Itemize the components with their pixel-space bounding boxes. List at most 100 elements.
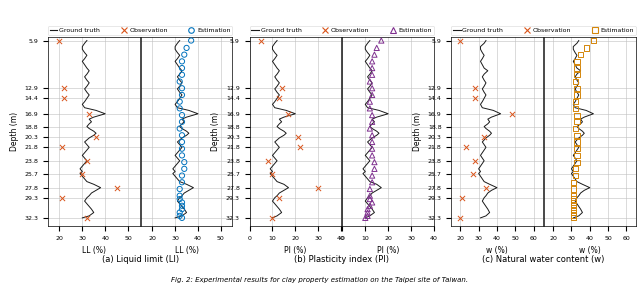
Legend: Ground truth, Observation, Estimation: Ground truth, Observation, Estimation <box>451 26 636 35</box>
Point <box>177 120 187 124</box>
Point <box>177 113 187 117</box>
Legend: Ground truth, Observation, Estimation: Ground truth, Observation, Estimation <box>48 26 232 35</box>
Point <box>455 216 465 220</box>
Point <box>572 146 582 151</box>
Point <box>568 193 579 198</box>
Point <box>570 126 580 131</box>
Point <box>54 38 65 43</box>
Point <box>177 66 187 70</box>
Point <box>570 79 580 84</box>
Point <box>177 140 187 144</box>
Point <box>365 187 375 191</box>
Point <box>177 73 187 77</box>
Point <box>177 216 187 220</box>
Text: (a) Liquid limit (LI): (a) Liquid limit (LI) <box>102 255 179 263</box>
Point <box>179 166 189 171</box>
Point <box>292 135 303 140</box>
X-axis label: LL (%): LL (%) <box>175 246 198 255</box>
Point <box>362 207 372 211</box>
Point <box>570 173 580 178</box>
Point <box>568 200 579 205</box>
X-axis label: PI (%): PI (%) <box>377 246 399 255</box>
Point <box>455 38 465 43</box>
Point <box>367 120 377 124</box>
Point <box>177 133 187 138</box>
Point <box>365 193 375 198</box>
Point <box>360 216 371 220</box>
Point <box>365 204 375 208</box>
X-axis label: LL (%): LL (%) <box>82 246 106 255</box>
Point <box>572 66 582 70</box>
Point <box>177 173 187 178</box>
Point <box>182 46 192 50</box>
Point <box>568 197 579 201</box>
Point <box>56 195 67 200</box>
Point <box>572 140 582 144</box>
Point <box>177 153 187 158</box>
Point <box>572 160 582 164</box>
Point <box>175 210 185 215</box>
Point <box>572 59 582 64</box>
Point <box>59 95 69 100</box>
Point <box>91 135 101 140</box>
Point <box>367 180 377 184</box>
Point <box>268 216 278 220</box>
Point <box>461 145 471 150</box>
Point <box>177 200 187 205</box>
Point <box>175 106 185 111</box>
X-axis label: w (%): w (%) <box>579 246 600 255</box>
Point <box>295 145 305 150</box>
Point <box>572 73 582 77</box>
Point <box>568 214 579 218</box>
Point <box>177 207 187 211</box>
Point <box>367 93 377 97</box>
Point <box>82 158 92 163</box>
Point <box>568 216 579 220</box>
Point <box>568 187 579 191</box>
Point <box>470 95 480 100</box>
Point <box>274 95 284 100</box>
Point <box>365 99 375 104</box>
Point <box>82 216 92 220</box>
Point <box>367 113 377 117</box>
Point <box>568 210 579 215</box>
Point <box>470 158 480 163</box>
Point <box>367 173 377 178</box>
Point <box>568 180 579 184</box>
Point <box>177 59 187 64</box>
Point <box>367 73 377 77</box>
Point <box>268 171 278 176</box>
Point <box>365 106 375 111</box>
Point <box>175 79 185 84</box>
Point <box>179 160 189 164</box>
Point <box>175 193 185 198</box>
Point <box>572 133 582 138</box>
Point <box>369 160 380 164</box>
Point <box>56 145 67 150</box>
Point <box>365 126 375 131</box>
Text: (b) Plasticity index (PI): (b) Plasticity index (PI) <box>294 255 389 263</box>
Point <box>84 112 94 117</box>
Point <box>367 86 377 91</box>
Point <box>175 99 185 104</box>
Point <box>313 185 323 190</box>
Point <box>274 195 284 200</box>
Point <box>179 52 189 57</box>
Point <box>572 86 582 91</box>
Point <box>177 204 187 208</box>
Point <box>276 85 287 90</box>
Point <box>570 99 580 104</box>
Point <box>570 166 580 171</box>
Legend: Ground truth, Observation, Estimation: Ground truth, Observation, Estimation <box>250 26 434 35</box>
Point <box>77 171 88 176</box>
Point <box>506 112 516 117</box>
Point <box>572 113 582 117</box>
Point <box>175 187 185 191</box>
Point <box>59 85 69 90</box>
Point <box>284 112 294 117</box>
Point <box>367 146 377 151</box>
Point <box>111 185 122 190</box>
X-axis label: PI (%): PI (%) <box>284 246 307 255</box>
Y-axis label: Depth (m): Depth (m) <box>10 112 19 151</box>
Point <box>177 86 187 91</box>
